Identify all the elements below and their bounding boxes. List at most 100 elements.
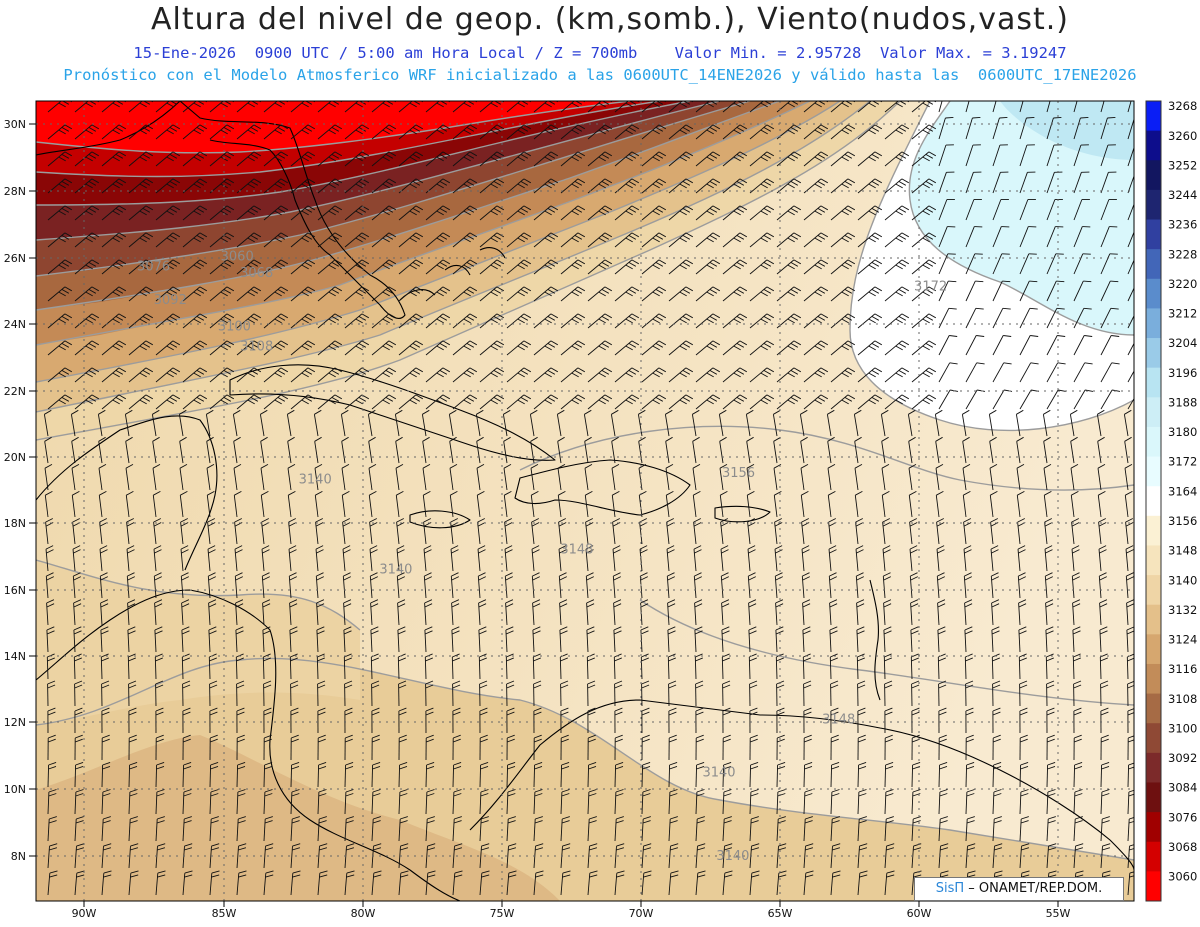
lon-tick-label: 80W: [351, 907, 376, 920]
wind-barb: [854, 464, 863, 491]
wind-barb: [587, 259, 613, 275]
wind-barb: [317, 680, 326, 707]
wind-barb: [830, 870, 841, 896]
colorbar-swatch: [1146, 338, 1161, 369]
wind-barb: [449, 491, 458, 518]
wind-barb: [449, 436, 457, 464]
wind-barb: [506, 232, 532, 248]
wind-barb: [668, 870, 679, 896]
wind-barb: [259, 409, 268, 437]
wind-barb: [533, 816, 543, 842]
wind-barb: [695, 394, 721, 410]
wind-barb: [722, 680, 731, 707]
wind-barb: [344, 789, 354, 815]
contour-line: [36, 101, 661, 178]
wind-barb: [1071, 545, 1080, 572]
wind-barb: [667, 626, 676, 653]
wind-barb: [990, 572, 999, 599]
colorbar-level-label: 3220: [1168, 277, 1197, 291]
wind-barb: [452, 870, 463, 896]
colorbar-level-label: 3164: [1168, 484, 1197, 498]
coastline-central-america: [36, 589, 461, 901]
wind-barb: [749, 761, 759, 788]
wind-barb: [827, 436, 835, 464]
wind-barb: [314, 464, 323, 491]
colorbar-level-label: 3124: [1168, 633, 1197, 647]
wind-barb: [1019, 707, 1028, 734]
wind-barb: [101, 313, 127, 329]
wind-barb: [560, 232, 586, 248]
wind-barb: [289, 626, 298, 653]
wind-barb: [695, 124, 721, 140]
wind-barb: [1127, 231, 1134, 248]
wind-barb: [371, 394, 397, 410]
wind-barb: [235, 599, 244, 626]
wind-barb: [614, 205, 640, 221]
wind-barb: [584, 436, 592, 464]
wind-barb: [290, 367, 316, 383]
coastline-south-america: [469, 699, 1134, 871]
wind-barb: [371, 843, 382, 869]
wind-barb: [236, 259, 262, 275]
wind-barb: [182, 734, 191, 761]
wind-barb: [935, 491, 944, 518]
wind-barb: [774, 518, 783, 545]
wind-barb: [1100, 171, 1117, 194]
wind-barb: [693, 518, 702, 545]
wind-barb: [692, 491, 701, 518]
wind-barb: [422, 436, 430, 464]
wind-barb: [938, 789, 948, 815]
wind-barb: [800, 436, 808, 464]
contour-label: 3068: [240, 266, 273, 281]
wind-barb: [182, 232, 208, 248]
wind-barb: [560, 394, 586, 410]
wind-barb: [992, 707, 1001, 734]
wind-barb: [182, 367, 208, 383]
wind-barb: [371, 340, 397, 356]
wind-barb: [938, 707, 947, 734]
wind-barb: [263, 734, 272, 761]
wind-barb: [533, 789, 543, 815]
contour-line: [519, 425, 1134, 491]
lat-tick-label: 26N: [4, 252, 26, 265]
wind-barb: [1127, 203, 1134, 221]
colorbar-swatch: [1146, 101, 1161, 132]
wind-barb: [533, 232, 559, 248]
wind-barb: [800, 491, 809, 518]
wind-barb: [125, 491, 134, 518]
wind-barb: [884, 367, 910, 383]
wind-barb: [260, 491, 269, 518]
wind-barb: [748, 599, 757, 626]
wind-barb: [263, 232, 289, 248]
wind-barb: [533, 680, 542, 707]
wind-barb: [587, 761, 597, 788]
wind-barb: [855, 572, 864, 599]
wind-barb: [965, 253, 983, 275]
wind-barb: [182, 124, 208, 140]
wind-barb: [287, 491, 296, 518]
wind-barb: [344, 367, 370, 383]
wind-barb: [71, 491, 80, 518]
wind-barb: [505, 626, 514, 653]
wind-barb: [317, 843, 328, 869]
wind-barb: [398, 870, 409, 896]
wind-barb: [556, 409, 565, 437]
wind-barb: [74, 680, 83, 707]
wind-barb: [398, 789, 408, 815]
wind-barb: [182, 816, 192, 842]
lon-tick-label: 70W: [629, 907, 654, 920]
wind-barb: [830, 761, 840, 788]
wind-barb: [233, 464, 242, 491]
wind-barb: [773, 436, 781, 464]
wind-barb: [424, 599, 433, 626]
wind-barb: [1046, 253, 1064, 275]
wind-barb: [505, 653, 514, 680]
wind-barb: [1127, 370, 1134, 383]
colorbar-swatch: [1146, 782, 1161, 813]
wind-barb: [830, 789, 840, 815]
graticule: [36, 101, 1134, 901]
wind-barb: [452, 816, 462, 842]
wind-barb: [342, 572, 351, 599]
wind-barb: [155, 259, 181, 275]
